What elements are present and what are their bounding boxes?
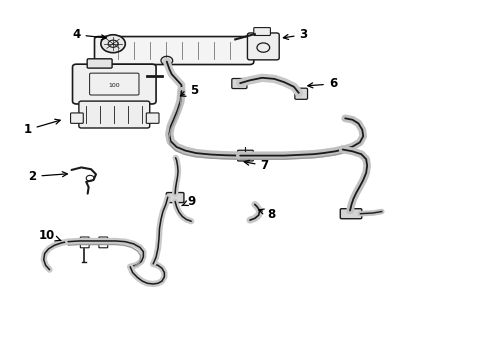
FancyBboxPatch shape [71, 113, 83, 123]
Text: 1: 1 [24, 119, 60, 136]
FancyBboxPatch shape [79, 101, 150, 128]
FancyBboxPatch shape [340, 209, 362, 219]
FancyBboxPatch shape [73, 64, 156, 104]
FancyBboxPatch shape [238, 150, 253, 161]
FancyBboxPatch shape [147, 113, 159, 123]
FancyBboxPatch shape [166, 193, 184, 203]
Text: 8: 8 [259, 208, 276, 221]
Text: 6: 6 [308, 77, 337, 90]
Text: 100: 100 [108, 83, 120, 88]
FancyBboxPatch shape [247, 33, 279, 60]
Text: 3: 3 [283, 28, 308, 41]
Text: 5: 5 [180, 84, 198, 97]
Circle shape [101, 35, 125, 53]
Text: 10: 10 [39, 229, 61, 242]
Text: 4: 4 [73, 28, 106, 41]
Text: 9: 9 [182, 195, 196, 208]
Text: 7: 7 [244, 159, 269, 172]
Text: 2: 2 [28, 170, 68, 183]
FancyBboxPatch shape [295, 88, 308, 99]
Circle shape [161, 56, 172, 65]
FancyBboxPatch shape [95, 37, 254, 64]
FancyBboxPatch shape [254, 28, 270, 36]
FancyBboxPatch shape [87, 59, 112, 68]
FancyBboxPatch shape [232, 78, 247, 89]
